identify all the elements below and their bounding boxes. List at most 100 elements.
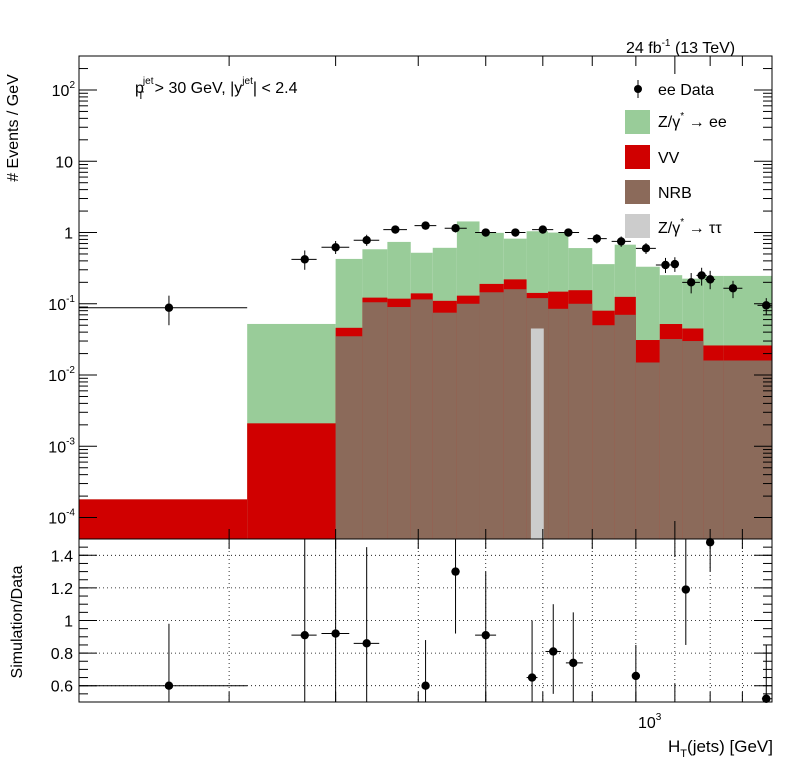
ratio-y-tick-label-0: 0.6 bbox=[51, 679, 73, 696]
bar-nrb-17 bbox=[682, 341, 704, 539]
x-axis-label-sub: T bbox=[680, 748, 687, 760]
lumi-unit-sup: -1 bbox=[662, 38, 671, 49]
y-tick-exp-1: -3 bbox=[66, 436, 75, 447]
lumi-value: 24 fb bbox=[626, 40, 662, 57]
legend-label-ztautau: Z/γ* → ττ bbox=[658, 217, 722, 237]
bar-vv-1 bbox=[247, 423, 336, 539]
cut-pt-rest: > 30 GeV, |y bbox=[150, 80, 242, 97]
x-tick-base: 10 bbox=[638, 715, 656, 732]
stacked-histogram bbox=[79, 221, 772, 540]
bar-nrb-8 bbox=[479, 292, 504, 539]
data-point-15 bbox=[670, 259, 680, 269]
ratio-point-1 bbox=[300, 630, 309, 640]
y-tick-exp-2: -2 bbox=[66, 365, 75, 376]
lumi-label: 24 fb-1 (13 TeV) bbox=[626, 38, 735, 57]
y-tick-base-0: 10 bbox=[48, 511, 66, 528]
y-tick-label-3: 10-1 bbox=[48, 294, 75, 314]
x-tick-label-1000: 103 bbox=[638, 712, 662, 732]
legend-label-vv: VV bbox=[658, 150, 680, 167]
cut-pt-sup: jet bbox=[142, 76, 154, 87]
data-point-9 bbox=[538, 225, 548, 234]
legend-ztautau-sup: * bbox=[680, 217, 684, 228]
ratio-x-ticks bbox=[78, 539, 773, 702]
x-axis-label: HT(jets) [GeV] bbox=[668, 737, 773, 760]
cut-pt-symbol: p bbox=[135, 80, 144, 97]
data-point-13 bbox=[641, 244, 651, 253]
y-tick-label-0: 10-4 bbox=[48, 508, 75, 528]
ratio-point-11 bbox=[681, 585, 691, 594]
ratio-point-8 bbox=[549, 647, 558, 656]
bar-vv-0 bbox=[79, 499, 248, 539]
ratio-point-0 bbox=[164, 681, 174, 690]
y-tick-base-3: 10 bbox=[48, 297, 66, 314]
x-axis-label-rest: (jets) [GeV] bbox=[687, 737, 773, 756]
data-point-19 bbox=[728, 284, 738, 293]
y-tick-label-4: 1 bbox=[64, 226, 73, 243]
bar-nrb-3 bbox=[362, 302, 388, 539]
legend-swatch-vv bbox=[625, 145, 650, 169]
legend-ztautau-rest: → ττ bbox=[684, 220, 722, 237]
data-point-16 bbox=[686, 278, 696, 287]
legend-ztautau-main: Z/γ bbox=[658, 220, 680, 237]
legend-zee-main: Z/γ bbox=[658, 114, 680, 131]
x-tick-exp: 3 bbox=[656, 712, 662, 723]
ratio-point-3 bbox=[362, 639, 371, 648]
bar-nrb-2 bbox=[335, 336, 363, 539]
legend-label-data: ee Data bbox=[658, 82, 714, 99]
bar-nrb-15 bbox=[635, 362, 660, 539]
ratio-y-tick-label-1: 0.8 bbox=[51, 646, 73, 663]
legend-label-zee: Z/γ* → ee bbox=[658, 111, 727, 131]
cut-y-rest: | < 2.4 bbox=[253, 80, 298, 97]
y-tick-label-6: 102 bbox=[52, 80, 76, 100]
x-axis-label-main: H bbox=[668, 737, 680, 756]
cut-y-sup: jet bbox=[241, 76, 253, 87]
data-point-11 bbox=[592, 234, 602, 243]
data-point-18 bbox=[705, 275, 715, 284]
legend-swatch-zee bbox=[625, 110, 650, 134]
legend-label-nrb: NRB bbox=[658, 185, 692, 202]
ratio-point-6 bbox=[481, 630, 490, 640]
legend-swatch-ztautau bbox=[625, 214, 650, 238]
top-x-ticks bbox=[78, 56, 773, 539]
cut-pt-sub: T bbox=[137, 90, 144, 102]
y-tick-base-2: 10 bbox=[48, 368, 66, 385]
ratio-panel: 0.6 0.8 1 1.2 1.4 bbox=[51, 538, 773, 703]
bar-nrb-18 bbox=[703, 360, 724, 539]
top-y-axis-label: # Events / GeV bbox=[5, 74, 22, 182]
data-point-17 bbox=[697, 271, 706, 280]
y-tick-label-2: 10-2 bbox=[48, 365, 75, 385]
ratio-point-5 bbox=[451, 567, 460, 576]
y-tick-label-5: 10 bbox=[55, 154, 73, 171]
cuts-label: pjet T > 30 GeV, |yjet| < 2.4 bbox=[135, 76, 298, 102]
ratio-point-7 bbox=[527, 673, 537, 682]
bar-nrb-9 bbox=[503, 289, 527, 539]
y-tick-exp-6: 2 bbox=[69, 80, 75, 91]
ratio-point-10 bbox=[631, 671, 641, 681]
data-point-6 bbox=[451, 223, 460, 233]
bar-nrb-16 bbox=[659, 339, 683, 539]
ratio-points bbox=[79, 538, 772, 703]
legend-zee-rest: → ee bbox=[684, 114, 727, 131]
ratio-point-2 bbox=[331, 629, 340, 638]
bar-nrb-5 bbox=[410, 299, 433, 539]
data-point-4 bbox=[391, 225, 400, 234]
ratio-y-tick-label-2: 1 bbox=[64, 614, 73, 631]
data-point-10 bbox=[564, 228, 573, 237]
bar-nrb-6 bbox=[432, 312, 457, 539]
data-point-14 bbox=[661, 260, 670, 270]
data-point-5 bbox=[421, 221, 430, 230]
bar-nrb-4 bbox=[387, 307, 411, 539]
ratio-y-tick-label-3: 1.2 bbox=[51, 581, 73, 598]
bar-nrb-11 bbox=[548, 308, 569, 539]
bar-nrb-7 bbox=[456, 303, 480, 539]
legend: ee Data Z/γ* → ee VV NRB Z/γ* → ττ bbox=[625, 80, 727, 238]
y-tick-base-4: 1 bbox=[64, 226, 73, 243]
ratio-point-13 bbox=[762, 694, 771, 703]
legend-zee-sup: * bbox=[680, 111, 684, 122]
data-point-3 bbox=[362, 236, 371, 245]
energy-label: (13 TeV) bbox=[671, 40, 736, 57]
ratio-y-axis: 0.6 0.8 1 1.2 1.4 bbox=[51, 538, 772, 703]
